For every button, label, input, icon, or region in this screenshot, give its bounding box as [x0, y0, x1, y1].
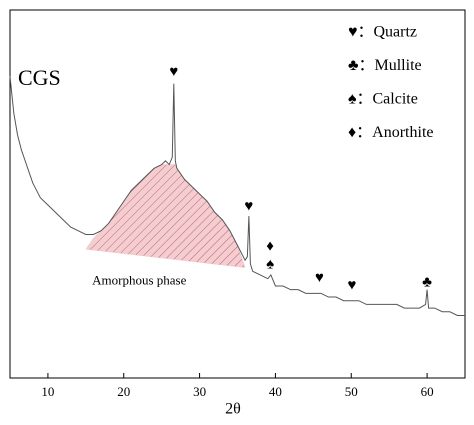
area-label: Amorphous phase [92, 273, 186, 288]
peak-marker: ♦ [266, 238, 274, 254]
legend-entry: ♠：Calcite [348, 91, 418, 108]
legend-entry: ♥：Quartz [348, 24, 417, 41]
peak-marker: ♥ [244, 198, 253, 214]
peak-marker: ♣ [422, 274, 432, 290]
x-axis-label: 2θ [225, 401, 241, 418]
legend-entry: ♣：Mullite [348, 57, 422, 74]
peak-marker: ♥ [169, 64, 178, 80]
plot-frame [9, 9, 466, 379]
x-tick-label: 10 [41, 384, 54, 399]
peak-marker: ♥ [315, 270, 324, 286]
x-tick-label: 40 [269, 384, 282, 399]
x-tick-label: 20 [117, 384, 130, 399]
peak-marker: ♠ [266, 256, 274, 272]
series-label: CGS [18, 65, 61, 90]
x-tick-label: 30 [193, 384, 206, 399]
line [9, 76, 465, 316]
amorphous-area [85, 164, 246, 268]
legend-entry: ♦：Anorthite [348, 124, 434, 141]
x-tick-label: 50 [345, 384, 358, 399]
x-tick-label: 60 [421, 384, 434, 399]
peak-marker: ♥ [348, 277, 357, 293]
